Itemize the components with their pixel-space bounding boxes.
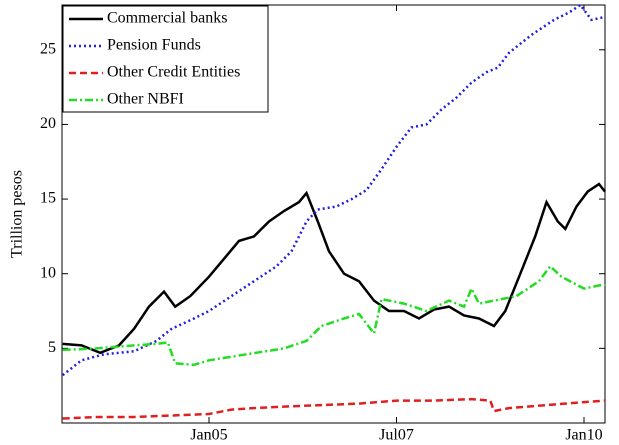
y-tick-label: 20 [40, 115, 56, 132]
series-line [62, 397, 606, 420]
series-line [61, 3, 606, 377]
legend-label: Other NBFI [107, 91, 184, 108]
x-tick-label: Jul07 [379, 427, 414, 444]
legend-label: Pension Funds [107, 37, 201, 54]
legend-label: Other Credit Entities [107, 64, 240, 81]
y-tick-label: 10 [40, 264, 56, 281]
legend-label: Commercial banks [107, 10, 227, 27]
y-tick-label: 15 [40, 190, 56, 207]
y-tick-label: 25 [40, 40, 56, 57]
y-tick-label: 5 [48, 339, 56, 356]
plot-frame [61, 4, 606, 424]
y-axis-label: Trillion pesos [9, 170, 26, 258]
legend-box [62, 5, 269, 113]
series-line [62, 182, 606, 355]
x-tick-label: Jan10 [565, 427, 602, 444]
x-tick-label: Jan05 [190, 427, 227, 444]
